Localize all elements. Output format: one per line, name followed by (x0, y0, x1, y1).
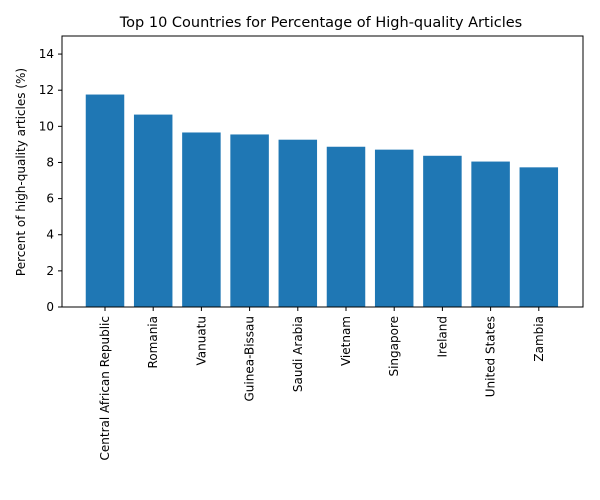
bar (374, 149, 414, 307)
bar (85, 94, 125, 307)
bar (423, 155, 462, 307)
x-tick-label: Vietnam (339, 316, 353, 366)
y-tick-label: 14 (39, 47, 54, 61)
bar (230, 134, 269, 307)
x-tick-label: Vanuatu (194, 316, 208, 366)
bar (519, 167, 559, 307)
x-tick-label: Ireland (435, 316, 449, 358)
x-tick-label: Singapore (387, 316, 401, 377)
y-tick-label: 0 (46, 300, 54, 314)
y-tick-label: 2 (46, 264, 54, 278)
y-axis-label: Percent of high-quality articles (%) (14, 68, 28, 276)
y-tick-label: 6 (46, 192, 54, 206)
y-tick-label: 8 (46, 155, 54, 169)
x-axis: Central African Republic Romania Vanuatu Gu… (98, 307, 546, 460)
x-tick-label: Romania (146, 316, 160, 368)
x-tick-label: Central African Republic (98, 316, 112, 460)
bar (326, 146, 366, 307)
chart-title: Top 10 Countries for Percentage of High-… (119, 15, 522, 31)
x-tick-label: Saudi Arabia (291, 316, 305, 392)
x-tick-label: Zambia (532, 316, 546, 362)
y-tick-label: 4 (46, 228, 54, 242)
y-axis: 0 2 4 6 8 10 12 14 (39, 47, 62, 314)
bar (471, 161, 510, 307)
bar (278, 139, 318, 307)
x-tick-label: United States (484, 316, 498, 397)
bar (133, 114, 173, 307)
plot-frame (61, 35, 584, 308)
x-tick-label: Guinea-Bissau (243, 316, 257, 402)
y-tick-label: 12 (39, 83, 54, 97)
bar (182, 132, 221, 307)
y-tick-label: 10 (39, 119, 54, 133)
bars-group (85, 94, 559, 307)
